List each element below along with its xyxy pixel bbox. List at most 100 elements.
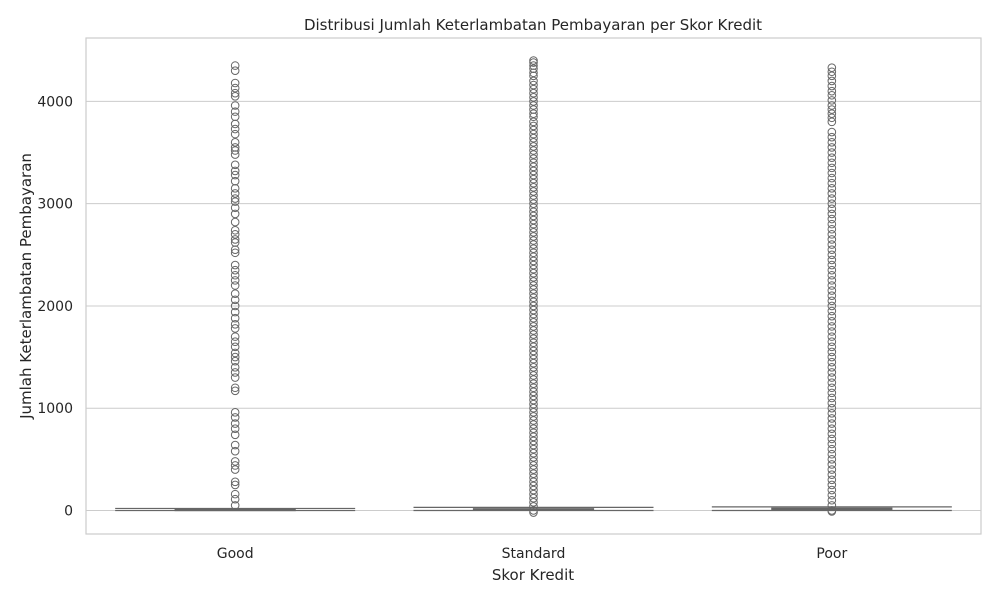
outlier-point (230, 332, 240, 341)
outlier-point (529, 350, 538, 360)
outlier-point (827, 490, 837, 500)
outlier-point (529, 273, 538, 282)
outlier-point (230, 480, 240, 490)
outlier-point (529, 461, 538, 470)
tick-layer: 0 1000 2000 3000 4000 Good Standard Poor (37, 94, 847, 562)
outlier-point (827, 173, 837, 183)
outlier-point (827, 332, 837, 341)
outlier-point (529, 399, 538, 409)
outlier-point (230, 230, 240, 239)
outlier-point (230, 386, 240, 396)
outlier-point (827, 291, 837, 301)
outlier-point (529, 146, 538, 155)
outlier-point (230, 88, 240, 98)
outlier-point (827, 96, 837, 105)
outlier-point (827, 301, 837, 311)
outlier-point (529, 80, 538, 90)
outlier-point (827, 235, 837, 244)
outlier-point (827, 373, 837, 382)
outlier-point (230, 209, 240, 219)
y-tick-label: 3000 (37, 197, 73, 213)
outlier-point (230, 301, 240, 311)
outlier-point (827, 265, 837, 275)
outlier-point (230, 465, 240, 474)
outlier-point (529, 367, 538, 376)
outlier-point (529, 183, 538, 192)
outlier-point (827, 230, 837, 239)
outlier-point (827, 270, 837, 280)
outlier-point (529, 162, 538, 172)
outlier-point (827, 71, 837, 81)
outlier-point (827, 245, 837, 254)
outlier-point (529, 281, 538, 290)
outlier-point (529, 473, 538, 483)
outlier-point (230, 217, 240, 227)
outlier-point (827, 168, 837, 178)
outlier-point (827, 475, 837, 485)
box-group-poor (711, 63, 952, 516)
outlier-point (529, 76, 538, 86)
outlier-point (827, 214, 837, 224)
outlier-point (827, 276, 837, 285)
outlier-point (529, 293, 538, 303)
outlier-point (827, 240, 837, 249)
outlier-point (827, 67, 837, 77)
outlier-point (230, 194, 240, 203)
outlier-point (827, 163, 837, 173)
outlier-point (827, 388, 837, 398)
outlier-point (230, 337, 240, 347)
outlier-point (827, 470, 837, 479)
outlier-point (529, 223, 538, 233)
box-group-standard (413, 56, 654, 517)
outlier-point (230, 101, 240, 110)
outlier-point (529, 375, 538, 384)
outlier-point (529, 129, 538, 139)
outlier-point (827, 449, 837, 459)
outlier-point (529, 432, 538, 442)
outlier-point (529, 309, 538, 319)
outlier-point (827, 342, 837, 352)
outlier-point (230, 461, 240, 470)
outlier-point (827, 178, 837, 188)
outlier-point (529, 424, 538, 433)
outlier-point (230, 129, 240, 139)
outlier-point (529, 121, 538, 131)
outlier-point (529, 191, 538, 200)
outlier-point (827, 296, 837, 306)
outlier-point (827, 117, 837, 127)
outlier-point (529, 354, 538, 364)
outlier-point (230, 119, 240, 129)
outlier-point (529, 97, 538, 106)
outlier-point (529, 371, 538, 380)
outlier-point (827, 507, 837, 516)
outlier-point (529, 58, 538, 67)
outlier-point (827, 347, 837, 357)
outlier-point (529, 112, 538, 122)
outlier-point (230, 270, 240, 280)
outlier-point (827, 90, 837, 100)
outlier-point (529, 444, 538, 454)
outlier-point (230, 348, 240, 358)
outlier-point (827, 209, 837, 219)
outlier-point (529, 289, 538, 298)
y-tick-label: 1000 (37, 401, 73, 417)
outlier-point (230, 313, 240, 323)
outlier-point (230, 83, 240, 93)
outlier-point (827, 322, 837, 331)
outlier-point (827, 383, 837, 393)
outlier-point (827, 281, 837, 290)
outlier-point (230, 295, 240, 305)
outlier-point (529, 408, 538, 417)
outlier-point (529, 215, 538, 225)
outlier-point (529, 416, 538, 425)
outlier-point (827, 357, 837, 367)
outlier-point (230, 91, 240, 101)
outlier-point (529, 395, 538, 405)
outlier-point (529, 485, 538, 495)
outlier-point (827, 424, 837, 433)
outlier-point (827, 105, 837, 114)
outlier-point (230, 289, 240, 298)
outlier-point (827, 414, 837, 423)
outlier-point (529, 207, 538, 217)
outlier-point (529, 68, 538, 78)
